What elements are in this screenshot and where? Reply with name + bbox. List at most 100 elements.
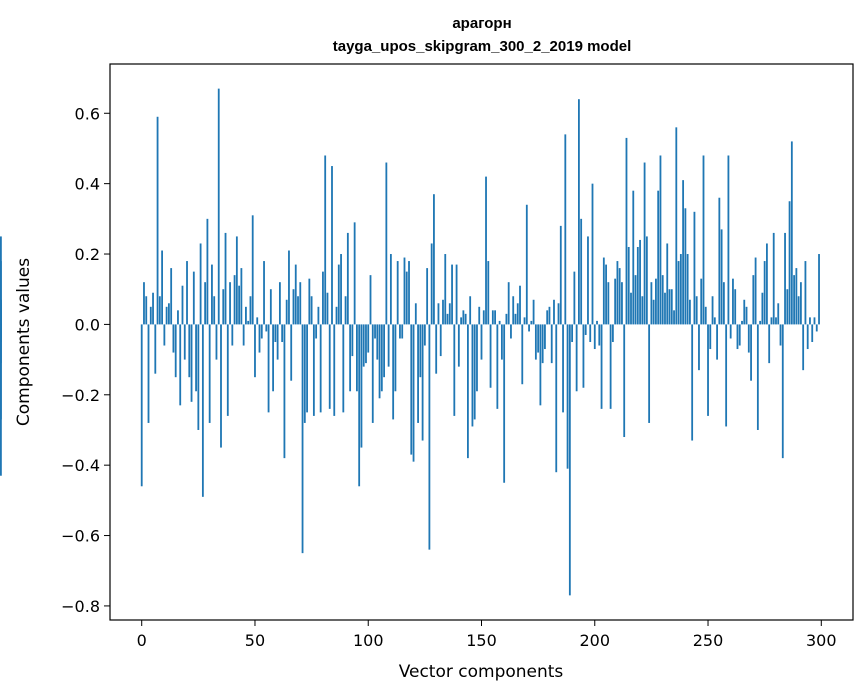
bar (521, 324, 524, 385)
bar (433, 194, 435, 325)
bar (503, 324, 506, 483)
bar (704, 306, 707, 325)
bar (736, 324, 739, 350)
bar (775, 317, 777, 325)
bar (532, 299, 535, 325)
bar (172, 324, 175, 353)
bar (591, 183, 594, 325)
bar (158, 296, 161, 325)
bar (670, 289, 673, 325)
bar (716, 324, 718, 360)
bar (623, 324, 626, 438)
bar (451, 264, 453, 325)
bar (152, 292, 154, 325)
bar (655, 278, 657, 325)
x-axis-title: Vector components (399, 662, 564, 682)
bar (707, 324, 709, 416)
bar (496, 324, 499, 409)
bar (324, 155, 327, 325)
bar (478, 306, 481, 325)
bar (294, 264, 297, 325)
x-tick-label: 50 (245, 631, 265, 650)
bar (523, 317, 526, 325)
bar (725, 324, 728, 427)
bar (695, 296, 698, 325)
bar (600, 324, 603, 409)
bar (256, 317, 259, 325)
bar (167, 303, 170, 325)
bar (666, 243, 669, 325)
y-axis: −0.8 −0.6 −0.4 −0.2 0.0 0.2 0.4 0.6 (61, 104, 110, 616)
bar (319, 324, 322, 413)
bar (639, 239, 641, 325)
bar (582, 324, 585, 388)
bar (519, 285, 521, 325)
bar (673, 310, 675, 325)
bar (689, 299, 691, 325)
bar (389, 254, 392, 325)
bar (374, 324, 376, 339)
bar (455, 264, 458, 325)
bar (233, 275, 236, 325)
bar (331, 166, 333, 325)
bar (308, 278, 311, 325)
bar (589, 324, 592, 342)
bar (240, 268, 243, 325)
bar (215, 324, 218, 360)
bar (564, 134, 567, 325)
bar (745, 306, 748, 325)
bar (605, 264, 607, 325)
bar (143, 282, 145, 325)
bar (249, 296, 252, 325)
bar (462, 310, 465, 325)
bar (741, 320, 743, 325)
bar (815, 324, 818, 332)
bar (541, 324, 544, 364)
bar (557, 303, 560, 325)
bar (784, 232, 786, 325)
bar (616, 261, 619, 325)
bar (786, 289, 789, 325)
bar (238, 285, 241, 325)
bar (421, 324, 424, 441)
bar (467, 324, 469, 459)
bar (299, 282, 302, 325)
bar (326, 292, 329, 325)
bar (260, 324, 263, 339)
bar (414, 303, 417, 325)
bar (648, 324, 651, 423)
bar (161, 250, 163, 325)
bar (507, 282, 510, 325)
bar (190, 324, 193, 402)
bar (548, 306, 551, 325)
chart-subtitle: tayga_upos_skipgram_300_2_2019 model (333, 38, 632, 55)
bar (698, 324, 700, 371)
bar (722, 282, 725, 325)
bar (213, 296, 216, 325)
bar (272, 324, 274, 392)
bar (720, 229, 723, 325)
bar (759, 320, 762, 325)
bar (340, 254, 342, 325)
bar (417, 324, 419, 423)
bar (573, 271, 576, 325)
bar (140, 324, 143, 487)
bar (729, 324, 732, 339)
bar (208, 324, 211, 423)
bar (804, 261, 807, 325)
bar (482, 310, 485, 325)
bar (430, 243, 433, 325)
bar (349, 324, 352, 392)
bar (498, 320, 501, 325)
bar (471, 324, 474, 427)
bar (181, 285, 184, 325)
bar (691, 324, 694, 441)
bar (199, 243, 202, 325)
bar (761, 292, 764, 325)
bar (584, 324, 587, 335)
bar (322, 271, 324, 325)
bar (580, 218, 583, 325)
bar (297, 296, 299, 325)
bar (711, 296, 714, 325)
bar (460, 317, 463, 325)
